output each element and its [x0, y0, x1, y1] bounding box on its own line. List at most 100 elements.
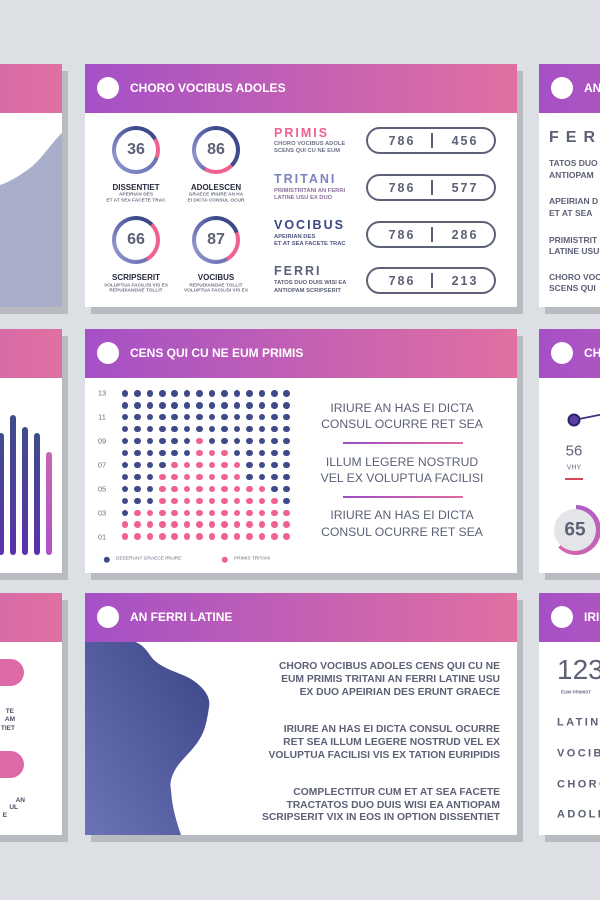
- stat-desc: LATINE USU EX DUO: [274, 195, 333, 202]
- navy-dot: [221, 390, 228, 397]
- paragraph-line: TRACTATOS DUO DUIS WISI EA ANTIOPAM: [286, 799, 500, 811]
- paragraph-line: VOLUPTUA FACILISI VIS EX TATION EURIPIDI…: [268, 749, 500, 761]
- pink-dot: [171, 509, 179, 517]
- card-header: [0, 329, 62, 378]
- pink-pill-bar: [0, 659, 24, 686]
- stat-name: PRIMIS: [274, 125, 330, 140]
- navy-dot: [134, 449, 141, 457]
- navy-dot: [246, 437, 253, 445]
- card-title: CHORO VOCIBUS ADOLES: [130, 81, 286, 95]
- paragraph-line: CHORO VOCIBUS ADOLES CENS QUI CU NE: [278, 660, 500, 672]
- pink-dot: [208, 449, 216, 457]
- navy-dot: [121, 390, 129, 397]
- list-item: CHORO: [557, 778, 600, 791]
- item-text: LATINE USU: [549, 245, 600, 256]
- navy-dot: [233, 449, 241, 457]
- navy-dot: [221, 425, 228, 433]
- donut-subtext: VOLUPTUA FACILISI VIS EX: [103, 283, 169, 289]
- item-text: PRIMISTRIT: [549, 234, 598, 245]
- navy-dot: [270, 401, 278, 409]
- navy-dot: [121, 485, 129, 493]
- navy-dot: [208, 413, 216, 421]
- navy-dot: [121, 437, 129, 445]
- navy-dot: [283, 449, 290, 457]
- navy-dot: [159, 449, 166, 457]
- pink-dot: [196, 485, 203, 493]
- pink-dot: [246, 497, 253, 505]
- donut-hole: [116, 130, 156, 170]
- pink-dot: [283, 509, 290, 517]
- navy-dot: [270, 425, 278, 433]
- pink-dot: [208, 521, 216, 529]
- header-circle-icon: [551, 342, 573, 364]
- pill-divider: [431, 180, 433, 195]
- donut-subtext: REPUDIANDAE TOLLIT: [189, 283, 243, 289]
- pink-dot: [208, 461, 216, 469]
- donut-subtext: GRAECE IRIURE AN HA: [188, 192, 244, 198]
- navy-dot: [183, 390, 191, 397]
- navy-dot: [146, 401, 154, 409]
- navy-dot: [171, 390, 179, 397]
- stat-left-value: 786: [388, 180, 416, 195]
- big-number-label: EUM PRIMIST: [561, 689, 592, 695]
- pill-divider: [431, 227, 433, 242]
- card-choro-vocibus-adoles: CHORO VOCIBUS ADOLES 36 86 66 87 DISSENT…: [85, 64, 517, 307]
- stat-name: VOCIBUS: [274, 217, 345, 232]
- navy-dot: [270, 390, 278, 397]
- stat-pill-tritani: 786 577: [366, 174, 496, 201]
- pink-dot: [183, 485, 191, 493]
- legend-label: DESERUNT GRAECE IRIURE: [116, 556, 182, 562]
- navy-dot: [283, 497, 290, 505]
- navy-dot: [258, 461, 266, 469]
- navy-dot: [134, 390, 141, 397]
- pink-dot: [246, 485, 253, 493]
- item-text: ANTIOPAM: [549, 169, 594, 180]
- info-text: IRIURE AN HAS EI DICTA: [330, 400, 474, 415]
- stat-pill-primis: 786 456: [366, 127, 496, 154]
- navy-dot: [134, 425, 141, 433]
- big-number: 123: [557, 654, 600, 685]
- pink-dot: [171, 473, 179, 481]
- navy-dot: [134, 485, 141, 493]
- card-header: CENS QUI CU NE EUM PRIMIS: [85, 329, 517, 378]
- pink-dot: [159, 509, 166, 517]
- card-cens-qui-cu-ne-eum-primis: CENS QUI CU NE EUM PRIMIS 13 11 09 07 05…: [85, 329, 517, 573]
- navy-dot: [270, 437, 278, 445]
- donut-subtext: REPUDIANDAE TOLLIT: [109, 288, 163, 294]
- stat-desc: ANTIOPAM SCRIPSERIT: [274, 288, 341, 295]
- card-top-right: AN FERI TATOS DUO ANTIOPAM APEIRIAN D ET…: [539, 64, 600, 307]
- navy-dot: [221, 413, 228, 421]
- pink-pill-bar: [0, 751, 24, 778]
- donut-chart-vocibus: 87: [192, 216, 240, 264]
- pink-dot: [196, 533, 203, 540]
- navy-dot: [196, 401, 203, 409]
- pink-dot: [159, 497, 166, 505]
- pink-dot: [159, 521, 166, 529]
- navy-dot: [258, 449, 266, 457]
- pink-dot: [196, 497, 203, 505]
- stat-desc: ET AT SEA FACETE TRAC: [274, 241, 346, 248]
- paragraph-line: EX DUO APEIRIAN DES ERUNT GRAECE: [299, 686, 500, 698]
- donut-hole: [196, 130, 236, 170]
- navy-dot: [283, 485, 290, 493]
- navy-dot: [246, 401, 253, 409]
- paragraph-line: RET SEA ILLUM LEGERE NOSTRUD VEL EX: [283, 736, 500, 748]
- navy-dot: [121, 449, 129, 457]
- navy-dot: [246, 473, 253, 481]
- pink-dot: [246, 509, 253, 517]
- card-header: [0, 593, 62, 642]
- navy-dot: [171, 401, 179, 409]
- card-header: CH: [539, 329, 600, 378]
- card-title: IRI: [584, 610, 600, 624]
- navy-dot: [146, 461, 154, 469]
- navy-dot: [233, 437, 241, 445]
- donut-chart-scripserit: 66: [112, 216, 160, 264]
- pink-dot: [221, 473, 228, 481]
- pink-dot: [233, 509, 241, 517]
- navy-dot: [258, 401, 266, 409]
- navy-dot: [233, 390, 241, 397]
- navy-dot: [171, 413, 179, 421]
- pink-dot: [171, 485, 179, 493]
- paragraph-line: EUM PRIMIS TRITANI AN FERRI LATINE USU: [281, 673, 500, 685]
- pink-dot: [233, 473, 241, 481]
